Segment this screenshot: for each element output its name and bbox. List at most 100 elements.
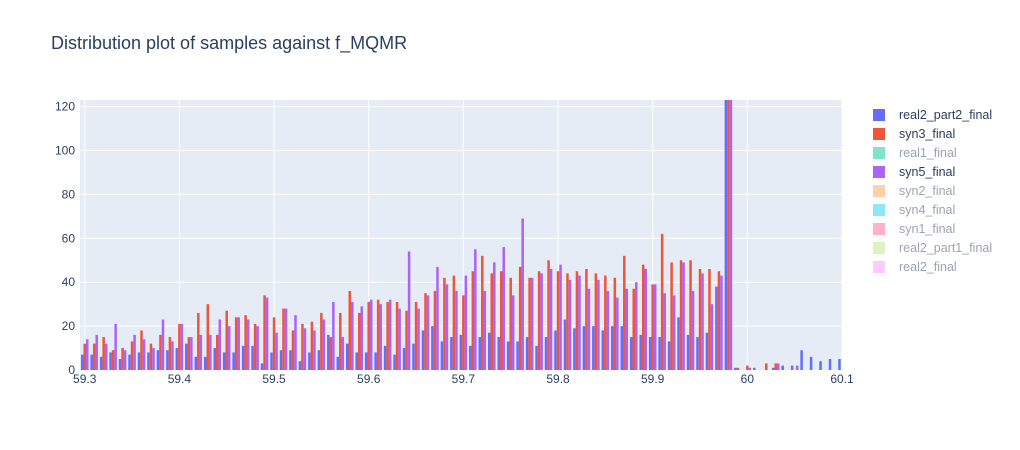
bar-real2_part2_final[interactable]	[137, 352, 141, 370]
bar-syn5_final[interactable]	[464, 275, 468, 370]
bar-syn3_final[interactable]	[187, 337, 191, 370]
bar-syn5_final[interactable]	[379, 304, 382, 370]
bar-syn5_final[interactable]	[644, 269, 647, 370]
bar-syn5_final[interactable]	[426, 295, 430, 370]
bar-syn5_final[interactable]	[549, 269, 553, 370]
bar-syn5_final[interactable]	[199, 334, 203, 370]
bar-syn3_final[interactable]	[83, 343, 86, 370]
bar-syn3_final[interactable]	[490, 273, 494, 370]
bar-syn5_final[interactable]	[142, 339, 146, 370]
bar-real2_part2_final[interactable]	[459, 334, 463, 370]
bar-syn5_final[interactable]	[587, 288, 591, 370]
bar-syn5_final[interactable]	[322, 319, 326, 370]
legend-item-real1_final[interactable]: real1_final	[873, 143, 992, 162]
bar-real2_part2_final[interactable]	[383, 345, 387, 370]
legend-item-syn3_final[interactable]: syn3_final	[873, 124, 992, 143]
bar-real2_part2_final[interactable]	[99, 356, 103, 370]
bar-syn5_final[interactable]	[455, 290, 458, 370]
bar-syn5_final[interactable]	[95, 334, 98, 370]
bar-syn3_final[interactable]	[575, 271, 579, 370]
bar-real2_part2_final[interactable]	[336, 356, 340, 370]
bar-syn3_final[interactable]	[111, 350, 115, 370]
bar-syn5_final[interactable]	[672, 295, 676, 370]
bar-syn5_final[interactable]	[86, 339, 89, 370]
bar-syn5_final[interactable]	[530, 277, 534, 370]
bar-real2_part2_final[interactable]	[109, 352, 112, 370]
bar-syn5_final[interactable]	[691, 290, 695, 370]
bar-syn3_final[interactable]	[670, 262, 673, 370]
bar-syn5_final[interactable]	[161, 319, 165, 370]
bar-real2_part2_final[interactable]	[317, 350, 321, 370]
bar-real2_part2_final[interactable]	[478, 337, 482, 370]
bar-syn5_final[interactable]	[407, 251, 411, 370]
bar-syn5_final[interactable]	[502, 247, 506, 370]
bar-syn5_final[interactable]	[303, 328, 307, 370]
bar-syn5_final[interactable]	[436, 266, 439, 370]
bar-real2_part2_final[interactable]	[601, 330, 605, 370]
bar-syn3_final[interactable]	[272, 317, 276, 370]
bar-syn5_final[interactable]	[777, 363, 780, 370]
bar-real2_part2_final[interactable]	[175, 348, 179, 370]
bar-real2_part2_final[interactable]	[648, 337, 652, 370]
bar-real2_part2_final[interactable]	[497, 337, 500, 370]
bar-real2_part2_final[interactable]	[771, 367, 775, 370]
bar-syn5_final[interactable]	[493, 262, 496, 370]
bar-real2_part2_final[interactable]	[629, 337, 633, 370]
bar-real2_part2_final[interactable]	[251, 345, 254, 370]
bar-real2_part2_final[interactable]	[222, 352, 226, 370]
bar-real2_part2_final[interactable]	[554, 330, 557, 370]
bar-real2_part2_final[interactable]	[516, 341, 519, 370]
bar-syn3_final[interactable]	[604, 275, 607, 370]
bar-syn3_final[interactable]	[348, 290, 352, 370]
bar-syn3_final[interactable]	[102, 337, 105, 370]
bar-syn5_final[interactable]	[748, 367, 752, 370]
bar-syn3_final[interactable]	[774, 363, 777, 370]
legend-item-syn5_final[interactable]: syn5_final	[873, 162, 992, 181]
bar-syn3_final[interactable]	[746, 365, 749, 370]
bar-real2_part2_final[interactable]	[289, 350, 292, 370]
bar-real2_part2_final[interactable]	[705, 332, 709, 370]
legend-item-real2_part1_final[interactable]: real2_part1_final	[873, 238, 992, 257]
bar-syn3_final[interactable]	[765, 363, 768, 370]
bar-syn5_final[interactable]	[133, 334, 136, 370]
bar-syn3_final[interactable]	[717, 271, 721, 370]
bar-real2_part2_final[interactable]	[80, 354, 84, 370]
bar-syn5_final[interactable]	[104, 343, 108, 370]
bar-syn3_final[interactable]	[736, 367, 740, 370]
bar-real2_part2_final[interactable]	[809, 356, 813, 370]
bar-syn5_final[interactable]	[123, 350, 127, 370]
bar-syn3_final[interactable]	[367, 301, 370, 370]
bar-syn5_final[interactable]	[540, 273, 543, 370]
bar-syn3_final[interactable]	[594, 273, 598, 370]
bar-real2_part2_final[interactable]	[544, 337, 548, 370]
bar-syn5_final[interactable]	[616, 297, 619, 370]
bar-syn5_final[interactable]	[729, 100, 733, 370]
bar-syn3_final[interactable]	[689, 260, 692, 370]
bar-syn5_final[interactable]	[597, 280, 600, 370]
bar-real2_part2_final[interactable]	[440, 341, 444, 370]
bar-syn3_final[interactable]	[613, 277, 617, 370]
legend-item-real2_part2_final[interactable]: real2_part2_final	[873, 105, 992, 124]
bar-real2_part2_final[interactable]	[241, 345, 245, 370]
bar-syn5_final[interactable]	[701, 273, 704, 370]
bar-real2_part2_final[interactable]	[563, 319, 567, 370]
bar-real2_part2_final[interactable]	[90, 354, 93, 370]
bar-syn5_final[interactable]	[275, 332, 278, 370]
bar-syn3_final[interactable]	[481, 255, 484, 370]
bar-real2_part2_final[interactable]	[308, 352, 311, 370]
bar-syn3_final[interactable]	[452, 275, 456, 370]
bar-real2_part2_final[interactable]	[734, 367, 737, 370]
legend-item-syn4_final[interactable]: syn4_final	[873, 200, 992, 219]
bar-real2_part2_final[interactable]	[469, 345, 472, 370]
bar-syn3_final[interactable]	[357, 312, 361, 370]
bar-syn3_final[interactable]	[727, 100, 730, 370]
bar-real2_part2_final[interactable]	[345, 343, 349, 370]
bar-syn5_final[interactable]	[313, 330, 316, 370]
bar-syn5_final[interactable]	[474, 249, 477, 370]
bar-syn5_final[interactable]	[284, 308, 288, 370]
bar-syn5_final[interactable]	[180, 323, 184, 370]
bar-syn5_final[interactable]	[682, 262, 685, 370]
bar-real2_part2_final[interactable]	[525, 337, 529, 370]
bar-syn5_final[interactable]	[606, 290, 610, 370]
bar-real2_part2_final[interactable]	[393, 354, 396, 370]
